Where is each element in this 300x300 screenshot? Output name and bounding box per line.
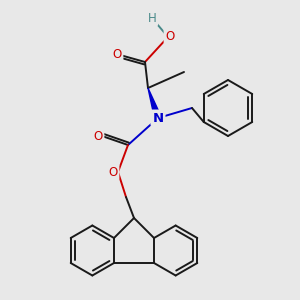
Text: O: O bbox=[112, 49, 122, 62]
Text: N: N bbox=[152, 112, 164, 124]
Text: H: H bbox=[148, 11, 156, 25]
Text: O: O bbox=[93, 130, 103, 142]
Text: O: O bbox=[165, 29, 175, 43]
Text: O: O bbox=[108, 166, 118, 178]
Polygon shape bbox=[148, 88, 161, 119]
